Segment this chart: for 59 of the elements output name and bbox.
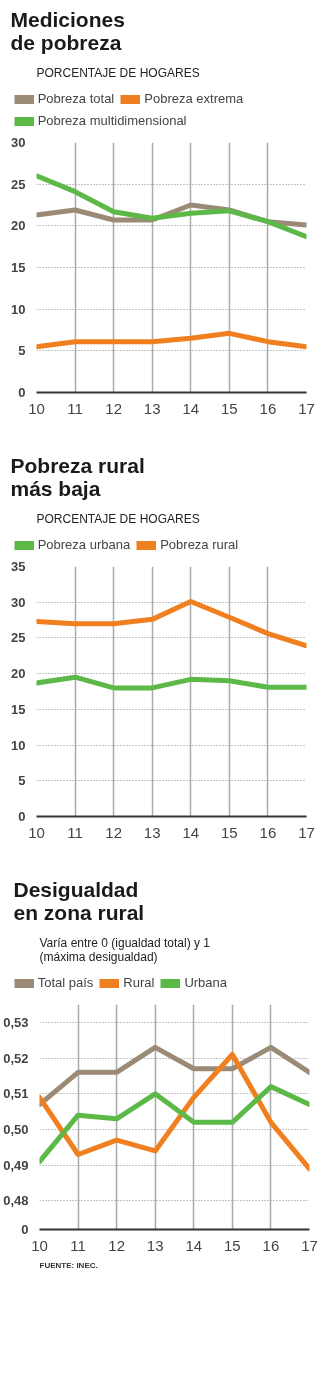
source-note: FUENTE: INEC.: [39, 1260, 98, 1270]
y-tick-label: 0: [18, 809, 26, 824]
chart-title: Pobreza rural más baja: [10, 453, 145, 500]
chart-subtitle: Varía entre 0 (igualdad total) y 1 (máxima desigualdad): [39, 935, 211, 964]
y-tick-label: 5: [18, 343, 26, 359]
y-tick-label: 25: [11, 630, 26, 646]
chart-subtitle: PORCENTAJE DE HOGARES: [36, 65, 200, 80]
x-tick-label: 13: [146, 1236, 164, 1254]
y-tick-label: 0,51: [3, 1086, 29, 1102]
y-tick-label: 0,53: [3, 1014, 29, 1030]
x-tick-label: 13: [143, 823, 161, 841]
x-tick-label: 15: [221, 399, 238, 417]
x-tick-label: 16: [259, 823, 277, 841]
legend-label: Urbana: [184, 975, 228, 990]
legend-label: Rural: [123, 975, 155, 990]
x-tick-label: 11: [67, 399, 83, 417]
x-tick-label: 16: [259, 399, 277, 417]
x-tick-label: 12: [108, 1236, 125, 1254]
y-tick-label: 30: [11, 135, 26, 150]
y-tick-label: 0,52: [3, 1050, 29, 1066]
x-tick-label: 12: [105, 399, 122, 417]
legend-label: Total país: [37, 975, 94, 990]
legend-label: Pobreza extrema: [144, 91, 244, 106]
y-tick-label: 15: [11, 701, 26, 717]
x-tick-label: 17: [298, 399, 315, 417]
y-tick-label: 0: [18, 385, 26, 400]
legend-label: Pobreza urbana: [37, 537, 131, 552]
y-tick-label: 0,48: [3, 1193, 29, 1209]
y-tick-label: 0,49: [3, 1157, 29, 1173]
x-tick-label: 12: [105, 823, 122, 841]
y-tick-label: 0,50: [3, 1122, 29, 1137]
x-tick-label: 14: [182, 823, 200, 841]
y-tick-label: 0: [21, 1222, 29, 1237]
x-tick-label: 11: [70, 1236, 86, 1254]
chart-title: Mediciones de pobreza: [10, 7, 125, 54]
x-tick-label: 14: [182, 399, 200, 417]
y-tick-label: 30: [11, 594, 26, 610]
legend-label: Pobreza total: [37, 91, 115, 106]
legend-label: Pobreza multidimensional: [37, 113, 187, 128]
y-tick-label: 20: [11, 218, 26, 234]
y-tick-label: 35: [11, 559, 26, 574]
x-tick-label: 17: [301, 1236, 318, 1254]
x-tick-label: 15: [221, 823, 238, 841]
x-tick-label: 10: [31, 1236, 48, 1254]
x-tick-label: 15: [224, 1236, 241, 1254]
chart-title: Desigualdad en zona rural: [13, 877, 145, 924]
x-tick-label: 17: [298, 823, 315, 841]
x-tick-label: 16: [262, 1236, 280, 1254]
y-tick-label: 15: [11, 260, 26, 275]
y-tick-label: 10: [11, 737, 26, 753]
y-tick-label: 5: [18, 773, 26, 789]
x-tick-label: 11: [67, 823, 83, 841]
legend-label: Pobreza rural: [160, 537, 239, 552]
x-tick-label: 14: [185, 1236, 203, 1254]
y-tick-label: 20: [11, 666, 26, 682]
chart-subtitle: PORCENTAJE DE HOGARES: [36, 511, 200, 526]
x-tick-label: 13: [143, 399, 161, 417]
y-tick-label: 10: [11, 301, 26, 317]
y-tick-label: 25: [11, 176, 26, 192]
